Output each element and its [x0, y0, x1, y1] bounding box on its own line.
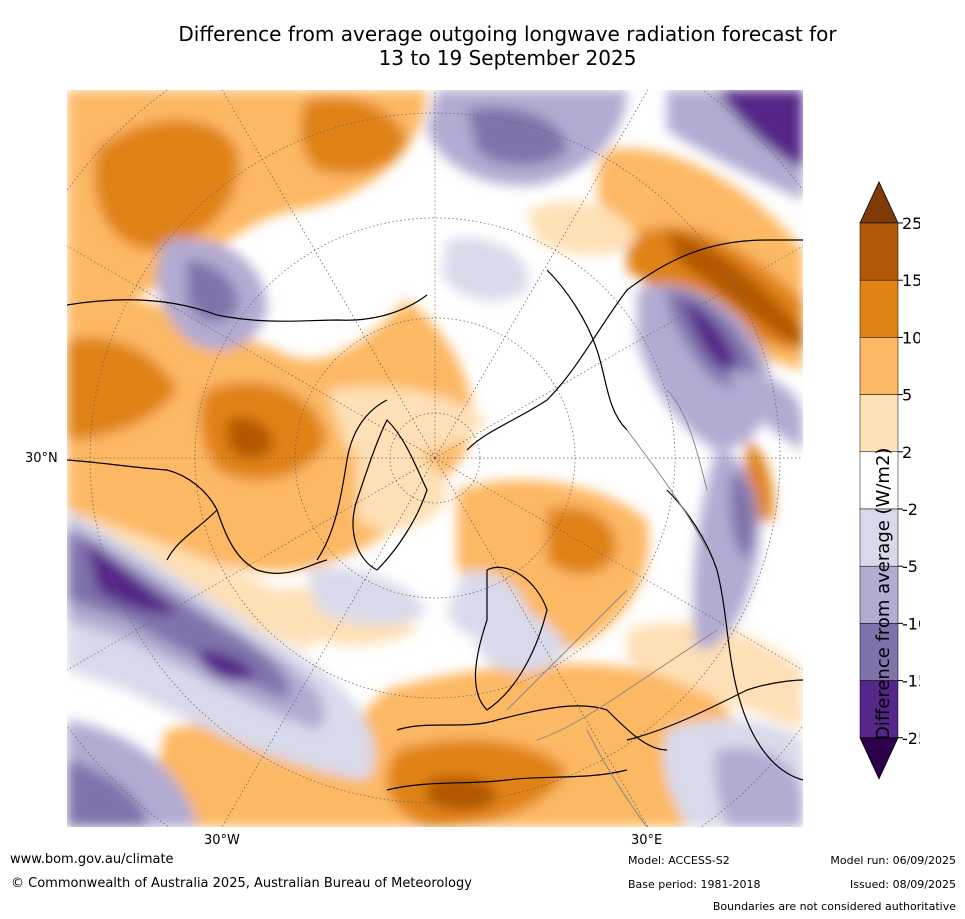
colorbar-segments: [859, 181, 899, 780]
colorbar-segment: [859, 279, 899, 338]
footer-website: www.bom.gov.au/climate: [10, 852, 174, 867]
title-line-1: Difference from average outgoing longwav…: [178, 22, 837, 46]
colorbar-tick-label: -25: [902, 729, 920, 748]
colorbar-label: Difference from average (W/m2): [873, 447, 894, 740]
footer-model-run: Model run: 06/09/2025: [830, 854, 956, 867]
colorbar: 25 15 10 5 2 -2 -5 -10 -15 -25: [859, 181, 920, 780]
colorbar-tick-label: 5: [902, 386, 912, 405]
colorbar-tick-label: -2: [902, 500, 918, 519]
chart-title: Difference from average outgoing longwav…: [60, 22, 955, 70]
lon-label-30w: 30°W: [204, 833, 240, 848]
colorbar-extend-bottom: [859, 737, 899, 780]
lon-label-30e: 30°E: [631, 833, 663, 848]
title-line-2: 13 to 19 September 2025: [378, 46, 637, 70]
colorbar-segment: [859, 337, 899, 395]
colorbar-tick-label: -15: [902, 672, 920, 691]
colorbar-tick-label: 25: [902, 214, 920, 233]
country-borders: [506, 389, 718, 827]
footer-copyright: © Commonwealth of Australia 2025, Austra…: [11, 876, 472, 891]
footer-base-period: Base period: 1981-2018: [628, 878, 761, 891]
colorbar-segment: [859, 680, 899, 739]
colorbar-tick-label: 15: [902, 271, 920, 290]
colorbar-extend-top: [859, 181, 899, 224]
colorbar-segment: [859, 222, 899, 281]
colorbar-tick-label: -10: [902, 614, 920, 633]
footer-issued: Issued: 08/09/2025: [849, 878, 956, 891]
anomaly-field: [67, 90, 803, 827]
colorbar-segment: [859, 451, 899, 510]
colorbar-ticks: 25 15 10 5 2 -2 -5 -10 -15 -25: [898, 214, 920, 748]
graticule: [67, 90, 803, 827]
lat-label-30n: 30°N: [25, 451, 58, 466]
colorbar-tick-label: -5: [902, 557, 918, 576]
coastlines: [67, 239, 803, 791]
colorbar-tick-label: 10: [902, 328, 920, 347]
colorbar-segment: [859, 623, 899, 681]
colorbar-segment: [859, 394, 899, 453]
colorbar-segment: [859, 508, 899, 567]
colorbar-segment: [859, 565, 899, 624]
footer-disclaimer: Boundaries are not considered authoritat…: [712, 900, 956, 913]
polar-map: [67, 90, 803, 827]
colorbar-tick-label: 2: [902, 443, 912, 462]
footer-model: Model: ACCESS-S2: [628, 854, 730, 867]
